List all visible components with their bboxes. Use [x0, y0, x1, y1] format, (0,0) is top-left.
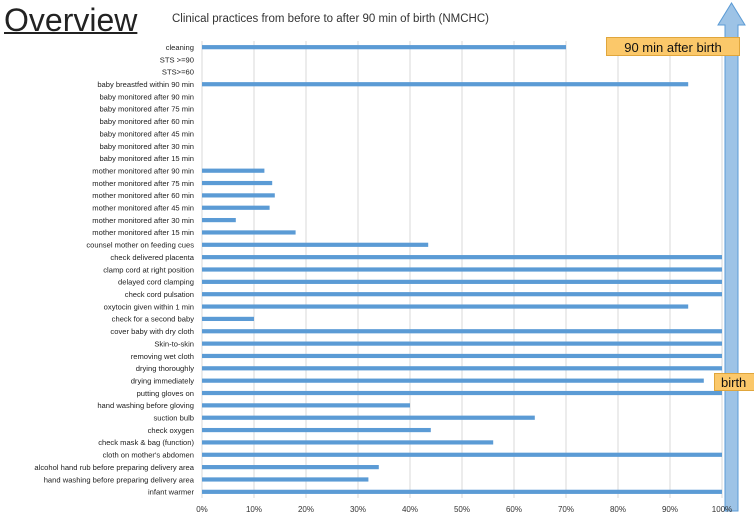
category-label: baby breastfed within 90 min — [97, 80, 194, 89]
bar — [202, 279, 722, 284]
category-label: Skin-to-skin — [154, 339, 194, 348]
category-label: baby monitored after 90 min — [99, 92, 194, 101]
category-label: STS >=90 — [160, 55, 194, 64]
category-label: hand washing before gloving — [97, 401, 194, 410]
bar — [202, 366, 722, 371]
x-tick-label: 40% — [402, 505, 418, 514]
category-label: check mask & bag (function) — [98, 438, 194, 447]
bar — [202, 193, 275, 198]
category-label: mother monitored after 15 min — [92, 228, 194, 237]
category-label: oxytocin given within 1 min — [104, 302, 194, 311]
bar — [202, 292, 722, 297]
callout-90-min-after-birth: 90 min after birth — [606, 37, 740, 56]
bar — [202, 427, 431, 433]
bar — [202, 378, 704, 383]
chart-subtitle: Clinical practices from before to after … — [172, 13, 489, 25]
category-label: baby monitored after 75 min — [99, 105, 194, 114]
category-label: baby monitored after 30 min — [99, 142, 194, 151]
category-label: cover baby with dry cloth — [110, 327, 194, 336]
category-label: cleaning — [166, 43, 194, 52]
bar — [202, 390, 722, 396]
bar — [202, 341, 722, 346]
bar — [202, 403, 410, 408]
bar — [202, 217, 236, 223]
category-label: infant warmer — [148, 488, 194, 497]
category-label: alcohol hand rub before preparing delive… — [34, 463, 194, 472]
bar — [202, 45, 566, 50]
bar — [202, 440, 494, 445]
category-label: putting gloves on — [137, 389, 194, 398]
category-label: drying immediately — [131, 376, 195, 385]
category-label: mother monitored after 45 min — [92, 204, 194, 213]
bar — [202, 353, 722, 359]
category-label: clamp cord at right position — [103, 265, 194, 274]
category-label: mother monitored after 60 min — [92, 191, 194, 200]
bar — [202, 452, 722, 457]
bar — [202, 168, 265, 173]
bar — [202, 489, 722, 494]
x-tick-label: 100% — [712, 505, 732, 514]
bars — [202, 45, 722, 494]
x-tick-label: 50% — [454, 505, 470, 514]
category-label: suction bulb — [153, 414, 194, 423]
category-label: drying thoroughly — [136, 364, 194, 373]
category-label: check cord pulsation — [125, 290, 194, 299]
category-label: check delivered placenta — [110, 253, 194, 262]
x-tick-label: 90% — [662, 505, 678, 514]
category-label: delayed cord clamping — [118, 278, 194, 287]
bar — [202, 180, 273, 186]
category-label: baby monitored after 45 min — [99, 129, 194, 138]
bar — [202, 304, 689, 309]
bar — [202, 242, 429, 247]
category-label: cloth on mother's abdomen — [103, 451, 194, 460]
category-label: check oxygen — [148, 426, 194, 435]
bar — [202, 205, 270, 210]
bar — [202, 465, 379, 470]
x-tick-label: 10% — [246, 505, 262, 514]
category-label: mother monitored after 30 min — [92, 216, 194, 225]
category-label: baby monitored after 60 min — [99, 117, 194, 126]
bar — [202, 415, 535, 420]
category-label: STS>=60 — [162, 68, 194, 77]
category-label: removing wet cloth — [131, 352, 194, 361]
x-tick-label: 0% — [196, 505, 208, 514]
bar — [202, 82, 689, 87]
x-tick-label: 30% — [350, 505, 366, 514]
timeline-arrow — [717, 2, 746, 512]
timeline-arrow-icon — [717, 2, 746, 512]
x-tick-label: 70% — [558, 505, 574, 514]
bar — [202, 316, 254, 322]
x-axis-tick-labels: 0% 10% 20% 30% 40% 50% 60% 70% 80% 90% 100% — [196, 505, 732, 514]
x-tick-label: 60% — [506, 505, 522, 514]
category-label: baby monitored after 15 min — [99, 154, 194, 163]
category-label: mother monitored after 75 min — [92, 179, 194, 188]
page-title: Overview — [4, 2, 138, 38]
category-labels: cleaning STS >=90 STS>=60 baby breastfed wi… — [34, 43, 194, 497]
callout-birth: birth — [714, 373, 754, 391]
x-tick-label: 20% — [298, 505, 314, 514]
category-label: counsel mother on feeding cues — [86, 241, 194, 250]
bar — [202, 255, 722, 260]
bar — [202, 329, 722, 334]
bar — [202, 230, 296, 235]
x-tick-label: 80% — [610, 505, 626, 514]
category-label: mother monitored after 90 min — [92, 166, 194, 175]
bar — [202, 267, 722, 272]
category-label: check for a second baby — [112, 315, 195, 324]
category-label: hand washing before preparing delivery a… — [44, 475, 195, 484]
bar — [202, 477, 369, 482]
